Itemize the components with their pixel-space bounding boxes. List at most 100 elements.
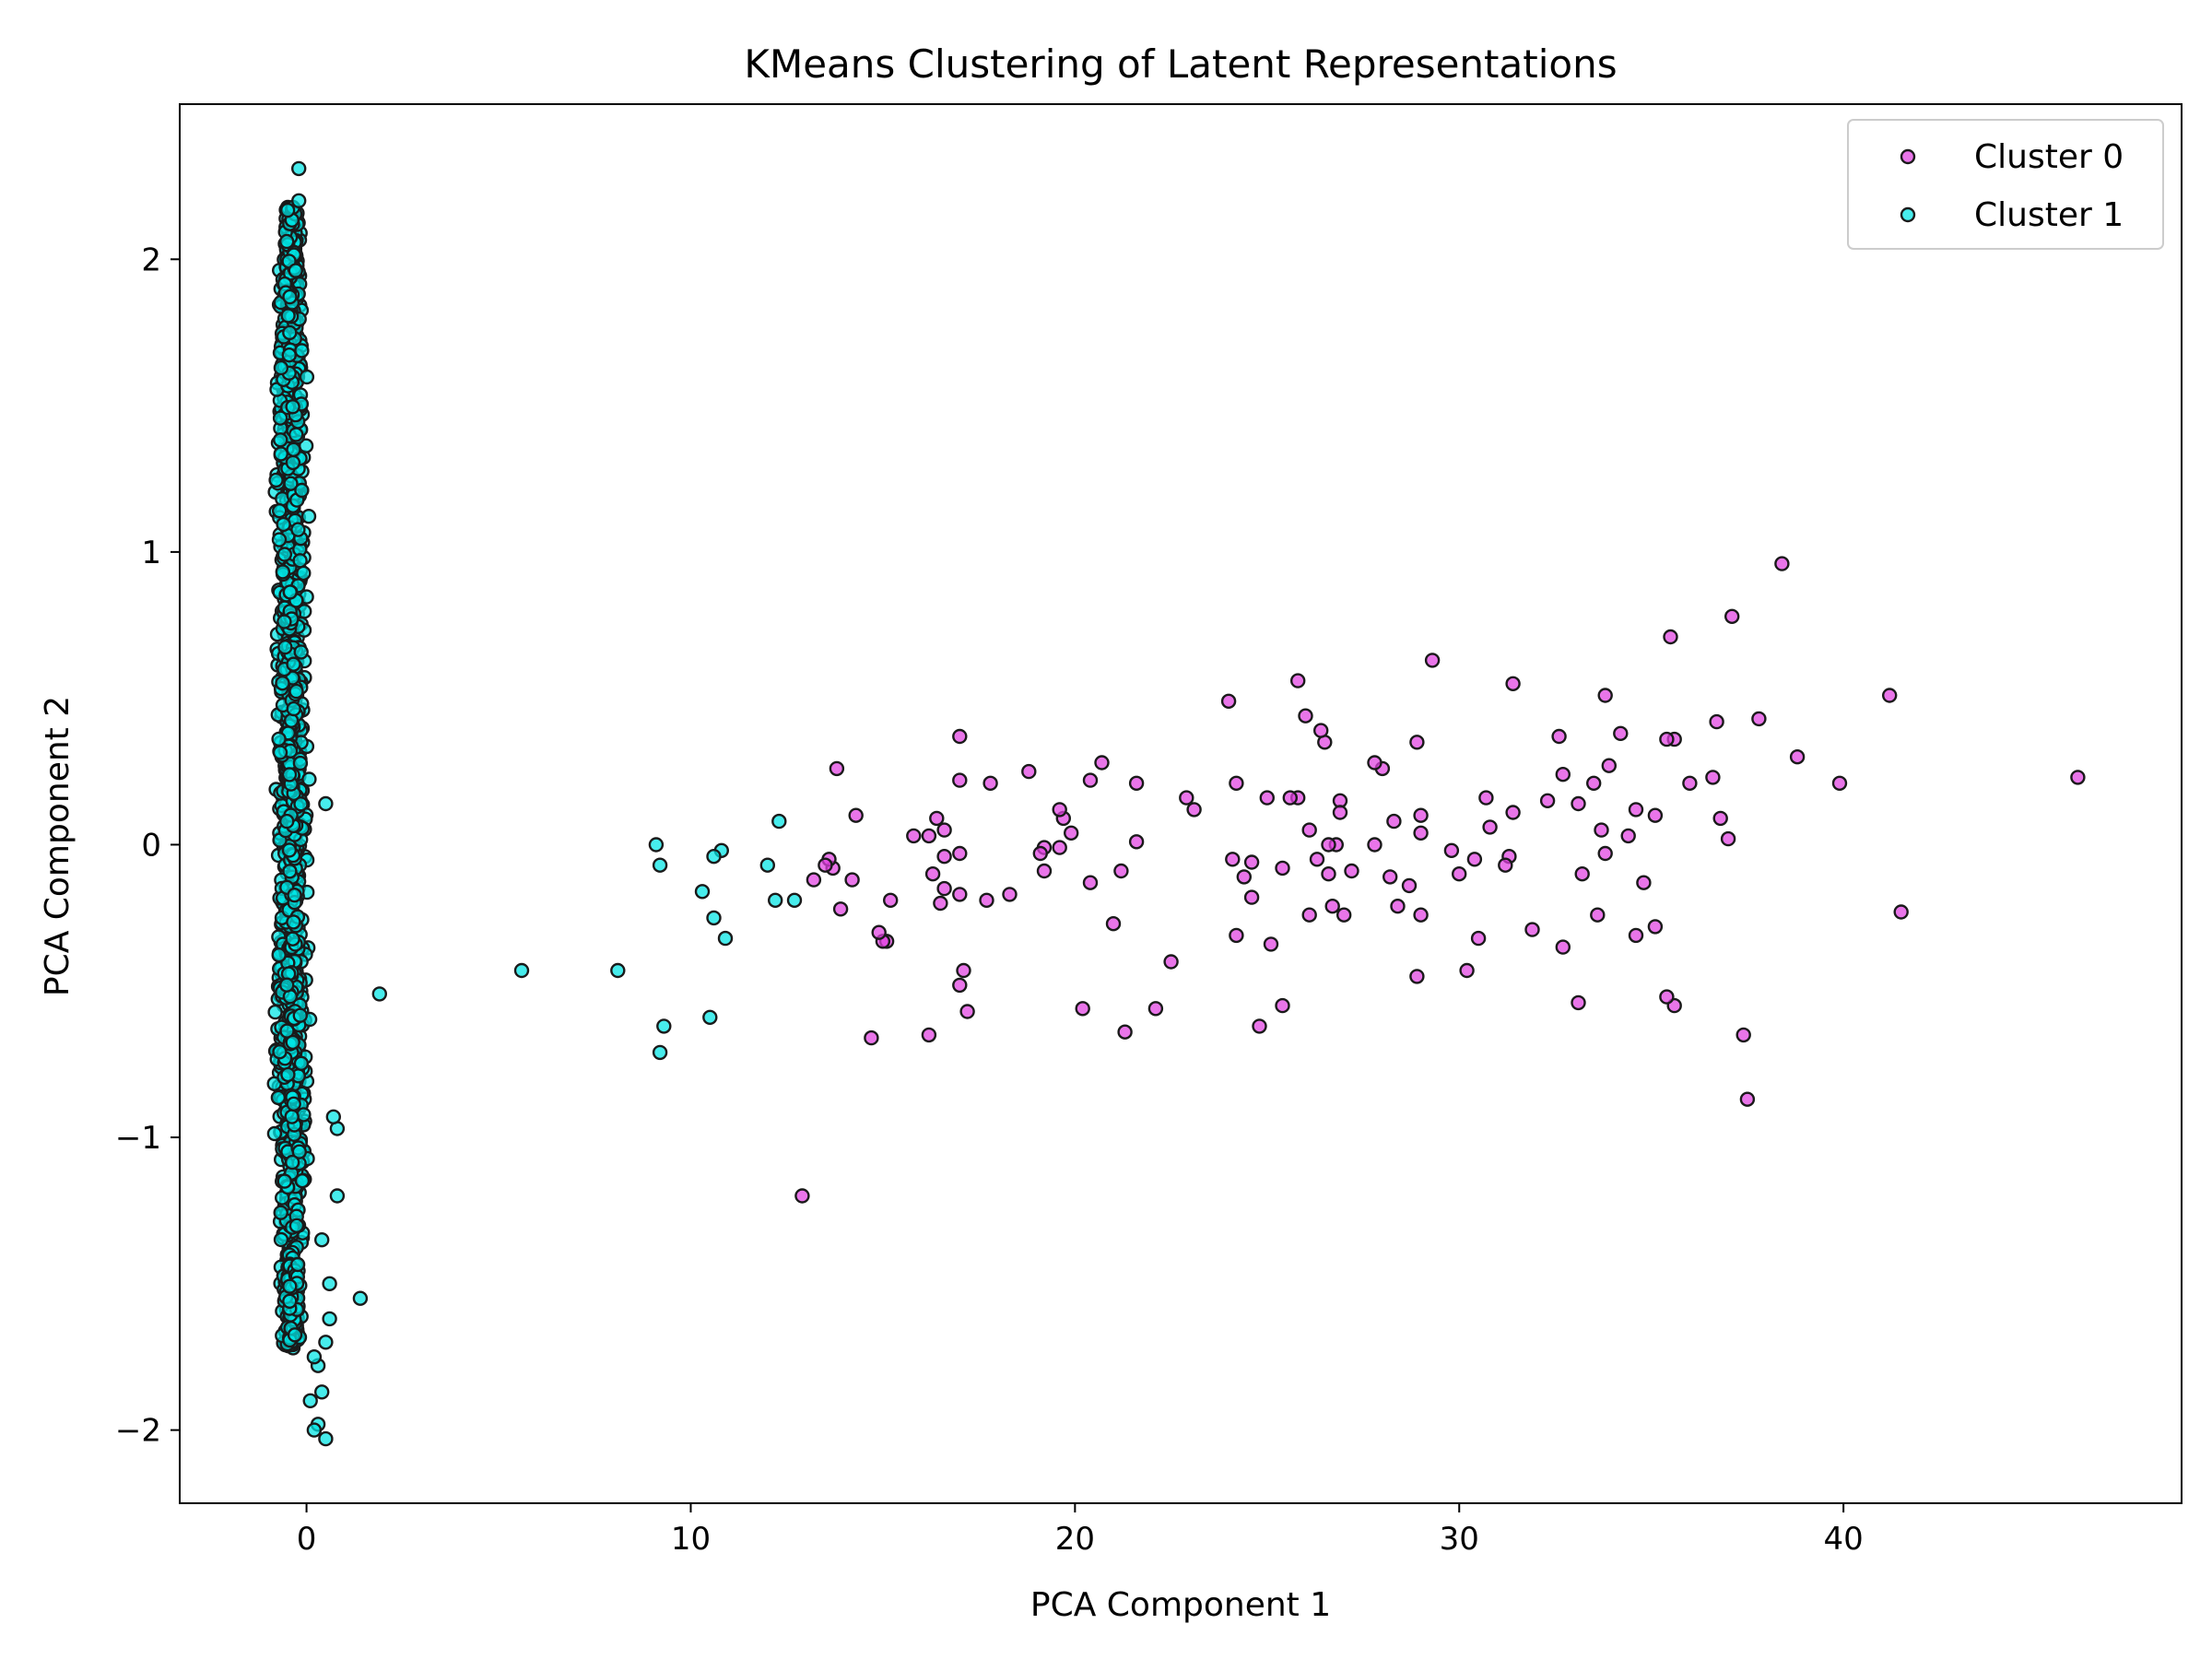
data-point-cluster-0 [1298,708,1313,724]
data-point-cluster-1 [271,532,288,547]
data-point-cluster-0 [1113,863,1129,879]
data-point-cluster-0 [1275,997,1290,1014]
data-point-cluster-1 [513,962,530,979]
data-point-cluster-0 [1574,866,1590,882]
data-point-cluster-0 [1443,842,1460,858]
data-point-cluster-0 [1301,822,1317,838]
data-point-cluster-1 [285,931,300,947]
data-point-cluster-1 [652,857,668,873]
data-point-cluster-0 [1705,770,1721,785]
data-point-cluster-0 [1774,556,1790,571]
data-point-cluster-1 [293,1055,310,1072]
x-tick-label: 0 [297,1521,317,1558]
data-point-cluster-0 [883,892,899,908]
data-point-cluster-1 [288,427,304,442]
data-point-cluster-1 [288,263,303,278]
data-point-cluster-1 [287,888,302,903]
data-point-cluster-0 [924,866,941,882]
data-point-cluster-1 [771,813,787,830]
data-point-cluster-1 [296,565,312,582]
data-point-cluster-0 [818,857,833,873]
data-point-cluster-1 [706,910,722,926]
data-point-cluster-0 [1186,802,1202,818]
data-point-cluster-0 [1466,852,1483,867]
data-point-cluster-0 [1601,758,1618,773]
data-point-cluster-0 [921,1027,937,1043]
data-point-cluster-0 [1597,688,1613,703]
data-point-cluster-0 [832,901,849,917]
data-point-cluster-1 [282,584,298,600]
data-point-cluster-1 [352,1290,369,1306]
data-point-cluster-0 [1478,790,1494,806]
legend-label-cluster-1: Cluster 1 [1974,196,2124,234]
data-point-cluster-0 [1647,919,1664,935]
data-point-cluster-1 [273,1205,288,1220]
axes-frame [179,103,2183,1504]
data-point-cluster-0 [1082,875,1099,890]
data-point-cluster-1 [291,1144,307,1159]
data-point-cluster-0 [1367,837,1382,853]
data-point-cluster-0 [1321,837,1336,853]
data-point-cluster-0 [929,810,945,827]
data-point-cluster-1 [694,884,711,900]
data-point-cluster-0 [1451,866,1467,882]
data-point-cluster-0 [979,892,994,908]
data-point-cluster-1 [318,1430,334,1447]
data-point-cluster-1 [300,509,317,524]
data-point-cluster-0 [1163,954,1179,970]
data-point-cluster-0 [1482,819,1498,835]
data-point-cluster-0 [1620,828,1636,844]
data-point-cluster-0 [1312,723,1329,738]
data-point-cluster-1 [286,441,301,457]
data-point-cluster-0 [1659,989,1675,1005]
data-point-cluster-0 [1539,793,1556,808]
data-point-cluster-1 [273,359,289,376]
legend-label-cluster-0: Cluster 0 [1974,138,2124,176]
data-point-cluster-0 [1229,927,1244,944]
data-point-cluster-1 [276,547,292,562]
data-point-cluster-1 [294,1172,311,1189]
data-point-cluster-0 [1094,755,1110,771]
y-tick-label: 0 [141,827,161,864]
data-point-cluster-1 [287,1327,303,1343]
y-tick-label: 1 [141,535,161,571]
data-point-cluster-0 [1301,907,1317,923]
data-point-cluster-1 [266,1125,283,1142]
data-point-cluster-0 [1413,807,1429,823]
data-point-cluster-1 [717,930,734,947]
data-point-cluster-0 [1032,845,1049,862]
data-point-cluster-0 [1893,904,1909,920]
data-point-cluster-1 [267,1004,283,1020]
data-point-cluster-0 [1724,608,1740,624]
data-point-cluster-1 [279,202,296,218]
data-point-cluster-1 [294,482,310,499]
data-point-cluster-1 [275,676,290,691]
y-tick-label: −1 [115,1120,161,1157]
data-point-cluster-1 [329,1188,346,1204]
data-point-cluster-1 [282,288,298,305]
data-point-cluster-0 [952,845,968,862]
y-axis-label: PCA Component 2 [39,696,76,996]
data-point-cluster-0 [1220,693,1237,709]
legend-marker-cluster-1 [1900,206,1916,223]
data-point-cluster-0 [1709,713,1724,730]
data-point-cluster-0 [1382,869,1398,885]
x-tick-label: 10 [671,1521,711,1558]
data-point-cluster-1 [276,516,291,533]
data-point-cluster-0 [933,895,948,912]
data-point-cluster-0 [848,807,864,823]
data-point-cluster-1 [271,947,287,963]
data-point-cluster-0 [1289,673,1306,688]
data-point-cluster-0 [1628,802,1644,818]
data-point-cluster-0 [959,1004,975,1019]
data-point-cluster-1 [786,892,803,908]
data-point-cluster-0 [1409,735,1425,750]
data-point-cluster-1 [318,795,334,812]
data-point-cluster-0 [1613,725,1629,741]
data-point-cluster-1 [302,1393,318,1409]
data-point-cluster-0 [1636,875,1652,890]
data-point-cluster-1 [322,1276,337,1292]
data-point-cluster-1 [281,842,298,858]
data-point-cluster-0 [1390,899,1406,914]
